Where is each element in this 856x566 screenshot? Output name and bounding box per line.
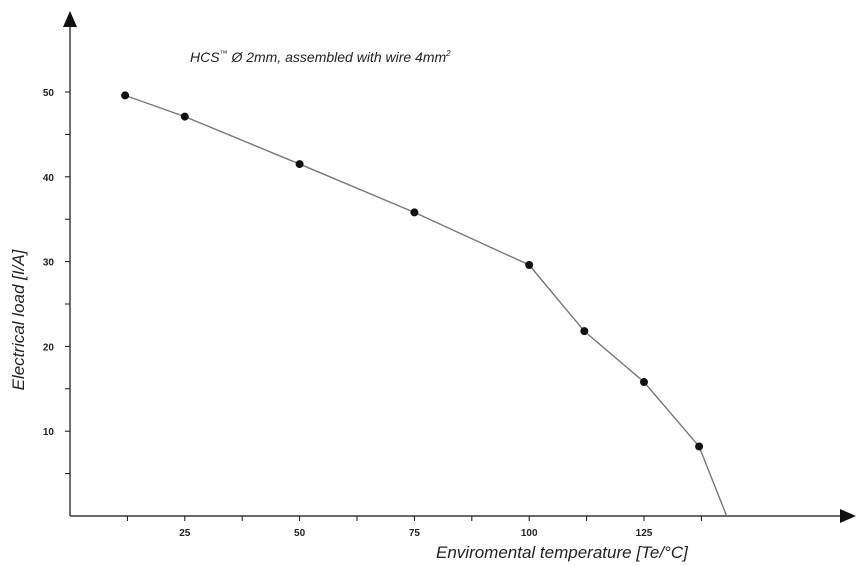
y-axis-arrow — [63, 11, 77, 27]
x-tick-label: 75 — [409, 528, 421, 539]
ticks: 25 50 75 100 125 10 20 30 40 50 — [43, 88, 702, 539]
y-tick-label: 40 — [43, 173, 55, 184]
data-point — [580, 327, 589, 336]
series-line — [124, 94, 728, 517]
data-point — [410, 208, 419, 217]
x-tick-label: 50 — [294, 528, 306, 539]
data-point — [180, 112, 189, 121]
data-point — [121, 91, 130, 100]
y-tick-label: 50 — [43, 88, 55, 99]
data-point — [525, 260, 534, 269]
x-tick-label: 125 — [636, 528, 653, 539]
x-axis-title: Enviromental temperature [Te/°C] — [436, 543, 689, 562]
y-tick-label: 20 — [43, 342, 55, 353]
y-axis-title: Electrical load [I/A] — [9, 248, 28, 390]
axes — [63, 11, 856, 523]
y-tick-label: 30 — [43, 258, 55, 269]
data-point — [640, 378, 648, 387]
data-point — [695, 442, 704, 451]
x-tick-label: 25 — [179, 528, 191, 539]
chart-title: HCS™ Ø 2mm, assembled with wire 4mm2 — [190, 49, 451, 65]
y-tick-label: 10 — [43, 427, 55, 438]
x-tick-label: 100 — [521, 528, 538, 539]
data-point — [295, 160, 304, 169]
series — [121, 91, 728, 517]
x-axis-arrow — [840, 509, 856, 523]
